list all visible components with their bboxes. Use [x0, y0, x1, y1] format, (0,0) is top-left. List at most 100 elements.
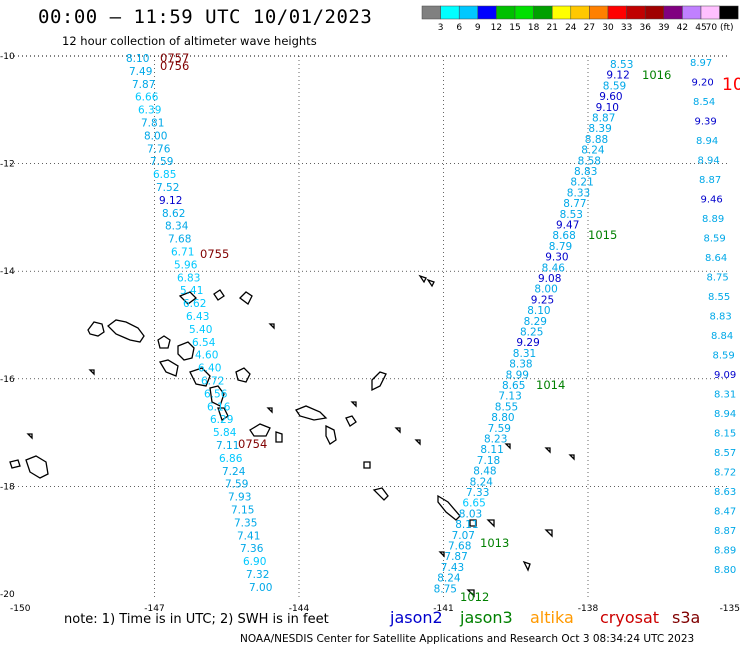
track-b-time: 1014	[536, 378, 565, 392]
lat-label: -18	[0, 482, 15, 492]
island	[178, 291, 197, 305]
scale-label: 18	[528, 23, 540, 33]
track-a-value: 9.12	[159, 195, 182, 207]
track-a-value: 7.36	[240, 543, 264, 555]
track-c-value: 8.89	[714, 546, 736, 557]
island	[235, 367, 251, 383]
track-b-value: 8.39	[588, 123, 611, 135]
track-b-value: 7.18	[477, 455, 500, 467]
island	[371, 371, 387, 392]
scale-swatch	[644, 5, 665, 20]
track-b-value: 8.21	[570, 177, 593, 189]
track-b-value: 8.29	[524, 316, 547, 328]
satellite-jason2: jason2	[390, 608, 443, 627]
scale-swatch	[719, 5, 739, 20]
island	[418, 274, 427, 284]
island-outlines	[9, 274, 575, 598]
track-c-value: 8.80	[714, 565, 736, 576]
scale-label: 21	[546, 23, 557, 33]
track-b-value: 8.53	[610, 59, 633, 71]
track-c-value: 9.39	[695, 117, 717, 128]
track-c-value: 8.89	[702, 214, 724, 225]
track-b-value: 8.33	[567, 187, 590, 199]
track-a-value: 7.49	[129, 66, 152, 78]
track-a-value: 6.71	[171, 247, 194, 259]
scale-swatch	[496, 5, 516, 20]
footer-note: note: 1) Time is in UTC; 2) SWH is in fe…	[64, 612, 329, 627]
track-b-value: 9.60	[599, 91, 622, 103]
track-b-value: 8.11	[480, 444, 503, 456]
island	[88, 369, 95, 376]
track-b-value: 8.23	[484, 434, 507, 446]
track-c-value: 8.31	[714, 390, 736, 401]
track-a-value: 6.54	[192, 337, 216, 349]
track-c-value: 8.57	[714, 448, 736, 459]
track-b-value: 8.75	[434, 583, 457, 595]
track-c-value: 9.20	[692, 78, 714, 89]
track-b-value: 8.87	[592, 113, 615, 125]
island	[189, 367, 211, 387]
track-a-time: 0754	[238, 437, 267, 451]
track-b-value: 7.43	[441, 562, 464, 574]
track-b-value: 8.65	[502, 380, 525, 392]
track-a-value: 6.66	[135, 92, 159, 104]
island	[466, 589, 475, 598]
track-a-value: 7.81	[141, 118, 164, 130]
track-c-value: 8.64	[705, 253, 727, 264]
track-c-value: 8.59	[713, 351, 735, 362]
track-b-value: 8.58	[578, 155, 601, 167]
island	[213, 289, 225, 301]
footer-credit: NOAA/NESDIS Center for Satellite Applica…	[240, 633, 695, 645]
track-c-value: 8.54	[693, 97, 715, 108]
scale-swatch	[570, 5, 590, 20]
track-a-value: 7.35	[234, 517, 257, 529]
track-a-value: 7.59	[150, 156, 173, 168]
scale-swatch	[477, 5, 497, 20]
island	[325, 424, 337, 445]
track-b-value: 8.00	[534, 284, 557, 296]
track-a-value: 7.24	[222, 466, 246, 478]
lon-label: -141	[433, 604, 453, 614]
track-b-value: 8.68	[552, 230, 575, 242]
scale-label: 45	[695, 23, 706, 33]
island	[544, 529, 553, 538]
map-grid: -10 -12 -14 -16 -18 -20 -150 -147 -144 -141 -138 -1…	[0, 52, 740, 614]
island	[437, 494, 461, 521]
track-b-value: 8.59	[603, 80, 626, 92]
track-a-value: 6.90	[243, 556, 266, 568]
track-b-time: 1016	[642, 68, 671, 82]
track-b-value: 8.24	[437, 573, 461, 585]
track-a-value: 8.62	[162, 208, 185, 220]
track-c-value: 8.83	[710, 312, 732, 323]
island	[87, 321, 105, 337]
scale-label: 30	[602, 23, 614, 33]
island	[9, 459, 21, 469]
scale-swatch	[421, 5, 441, 20]
island	[372, 487, 389, 501]
lon-label: -138	[578, 604, 599, 614]
track-a-value: 6.39	[138, 105, 161, 117]
lon-label: -147	[144, 604, 164, 614]
island	[209, 385, 225, 407]
track-a-value: 6.16	[207, 401, 231, 413]
track-b-value: 7.13	[498, 391, 521, 403]
track-b-value: 8.46	[542, 262, 566, 274]
track-b-value: 8.10	[527, 305, 550, 317]
scale-label: 36	[639, 23, 651, 33]
island	[568, 454, 575, 461]
track-a-value: 7.87	[132, 79, 155, 91]
track-b-value: 8.83	[574, 166, 597, 178]
track-b-value: 8.99	[506, 369, 529, 381]
track-b-value: 9.10	[596, 102, 619, 114]
scale-swatch	[700, 5, 720, 20]
scale-label: 39	[658, 23, 670, 33]
scale-swatch	[551, 5, 572, 20]
track-b-value: 9.08	[538, 273, 561, 285]
track-a-value: 5.96	[174, 259, 198, 271]
track-a-value: 7.00	[249, 582, 272, 594]
island	[217, 407, 229, 422]
track-a-value: 4.60	[195, 350, 218, 362]
track-b-value: 8.80	[491, 412, 514, 424]
island	[350, 401, 357, 408]
scale-label: 27	[584, 23, 595, 33]
